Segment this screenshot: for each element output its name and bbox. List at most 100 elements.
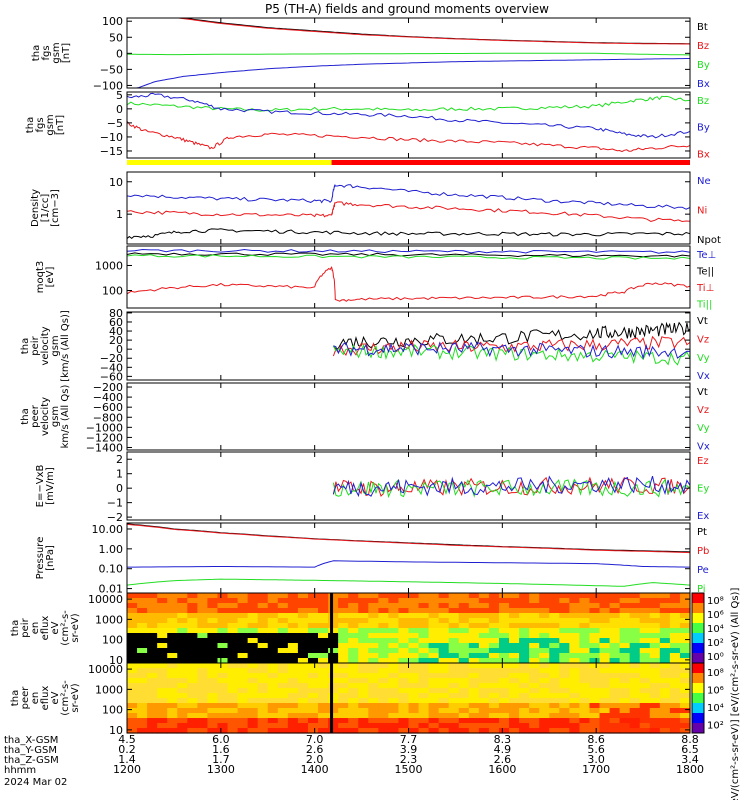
heatmap-cell — [539, 633, 550, 639]
heatmap-cell — [227, 678, 239, 684]
heatmap-cell — [619, 718, 631, 724]
heatmap-cell — [398, 703, 410, 709]
heatmap-cell — [398, 713, 410, 719]
heatmap-cell — [549, 608, 560, 614]
heatmap-cell — [297, 693, 309, 699]
heatmap-cell — [267, 618, 279, 624]
heatmap-cell — [147, 603, 158, 609]
heatmap-cell — [338, 648, 349, 654]
heatmap-cell — [167, 713, 178, 719]
heatmap-cell — [569, 723, 581, 729]
heatmap-cell — [519, 688, 530, 694]
heatmap-cell — [368, 708, 379, 714]
ytick-label: 60 — [109, 316, 123, 329]
heatmap-cell — [559, 688, 570, 694]
heatmap-cell — [197, 618, 209, 624]
heatmap-cell — [509, 723, 520, 729]
heatmap-cell — [428, 638, 440, 644]
heatmap-cell — [157, 693, 168, 699]
heatmap-cell — [328, 603, 339, 609]
heatmap-cell — [147, 623, 158, 629]
heatmap-cell — [579, 598, 591, 604]
heatmap-cell — [307, 613, 319, 619]
heatmap-cell — [408, 593, 420, 599]
series-line-Pe — [127, 560, 690, 568]
heatmap-cell — [147, 653, 158, 659]
colorbar-tick-label: 10² — [707, 638, 724, 649]
heatmap-cell — [569, 678, 581, 684]
heatmap-cell — [589, 703, 601, 709]
heatmap-cell — [589, 728, 601, 734]
heatmap-cell — [247, 643, 259, 649]
heatmap-cell — [498, 608, 510, 614]
heatmap-cell — [257, 698, 269, 704]
heatmap-cell — [378, 648, 389, 654]
heatmap-cell — [137, 603, 148, 609]
colorbar-tick-label: 10⁰ — [707, 652, 724, 663]
footer-value: 7.7 — [400, 733, 418, 746]
heatmap-cell — [237, 653, 249, 659]
heatmap-cell — [589, 643, 601, 649]
heatmap-cell — [157, 688, 168, 694]
heatmap-cell — [207, 593, 219, 599]
heatmap-cell — [539, 713, 550, 719]
heatmap-cell — [267, 723, 279, 729]
colorbar-tick-label: 10² — [707, 720, 724, 731]
heatmap-cell — [599, 713, 611, 719]
heatmap-cell — [418, 598, 430, 604]
heatmap-cell — [509, 668, 520, 674]
heatmap-cell — [348, 643, 359, 649]
heatmap-cell — [388, 643, 400, 649]
heatmap-cell — [157, 698, 168, 704]
heatmap-cell — [328, 613, 339, 619]
legend-Npot: Npot — [697, 235, 721, 246]
heatmap-cell — [679, 618, 691, 624]
heatmap-cell — [197, 628, 209, 634]
heatmap-cell — [539, 613, 550, 619]
y-axis-label-line: [cm−3] — [50, 189, 61, 227]
heatmap-cell — [398, 618, 410, 624]
heatmap-cell — [237, 673, 249, 679]
heatmap-cell — [458, 603, 470, 609]
heatmap-cell — [358, 723, 369, 729]
heatmap-cell — [539, 623, 550, 629]
footer-value: 1800 — [676, 763, 704, 776]
heatmap-cell — [358, 643, 369, 649]
heatmap-cell — [539, 648, 550, 654]
heatmap-cell — [579, 698, 591, 704]
heatmap-cell — [639, 683, 651, 689]
heatmap-cell — [629, 703, 641, 709]
heatmap-cell — [418, 718, 430, 724]
heatmap-cell — [569, 663, 581, 669]
heatmap-cell — [167, 698, 178, 704]
heatmap-cell — [579, 658, 591, 664]
heatmap-cell — [589, 688, 601, 694]
heatmap-cell — [167, 693, 178, 699]
heatmap-cell — [428, 708, 440, 714]
colorbar-step — [692, 663, 704, 674]
heatmap-cell — [277, 718, 289, 724]
legend-Ex: Ex — [697, 511, 709, 522]
heatmap-cell — [147, 728, 158, 734]
heatmap-cell — [418, 613, 430, 619]
heatmap-cell — [247, 728, 259, 734]
heatmap-cell — [679, 658, 691, 664]
heatmap-cell — [609, 688, 621, 694]
heatmap-cell — [478, 683, 490, 689]
heatmap-cell — [408, 603, 420, 609]
heatmap-cell — [649, 703, 661, 709]
heatmap-cell — [267, 698, 279, 704]
heatmap-cell — [649, 658, 661, 664]
heatmap-cell — [478, 633, 490, 639]
heatmap-cell — [187, 728, 198, 734]
heatmap-cell — [297, 723, 309, 729]
heatmap-cell — [187, 658, 198, 664]
heatmap-cell — [408, 618, 420, 624]
heatmap-cell — [137, 608, 148, 614]
heatmap-cell — [187, 623, 198, 629]
heatmap-cell — [629, 613, 641, 619]
heatmap-cell — [237, 683, 249, 689]
heatmap-cell — [559, 693, 570, 699]
series-line-Bz — [127, 17, 690, 45]
heatmap-cell — [378, 663, 389, 669]
